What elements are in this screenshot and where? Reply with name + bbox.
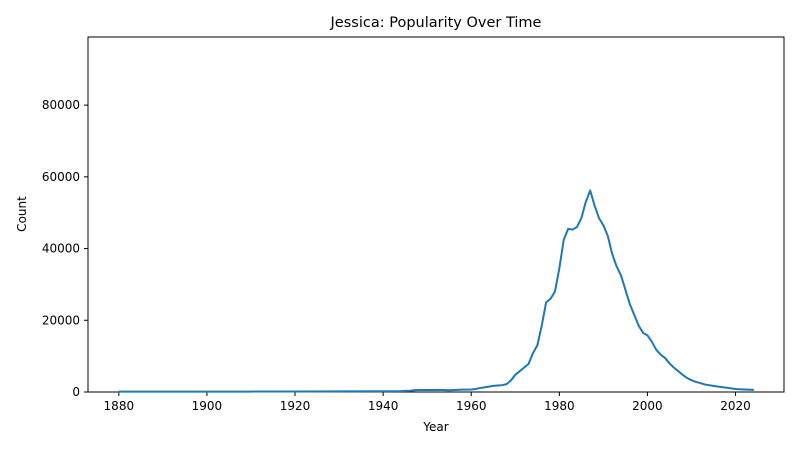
y-tick-label: 0 — [72, 385, 80, 399]
x-tick-label: 2000 — [632, 399, 663, 413]
x-axis-label: Year — [422, 420, 448, 434]
chart-title: Jessica: Popularity Over Time — [330, 15, 542, 31]
series-line — [117, 189, 755, 393]
x-tick-label: 1880 — [104, 399, 135, 413]
x-axis: 1880 1900 1920 1940 1960 1980 2000 2020 — [104, 392, 751, 413]
y-axis-label: Count — [15, 196, 29, 232]
series-layer — [117, 189, 755, 393]
y-tick-label: 20000 — [42, 313, 80, 327]
y-tick-label: 40000 — [42, 242, 80, 256]
plot-area — [87, 36, 785, 393]
y-tick-label: 60000 — [42, 170, 80, 184]
x-tick-label: 2020 — [720, 399, 751, 413]
x-tick-label: 1900 — [192, 399, 223, 413]
y-tick-label: 80000 — [42, 98, 80, 112]
y-axis: 0 20000 40000 60000 80000 — [42, 98, 88, 399]
x-tick-label: 1980 — [544, 399, 575, 413]
x-tick-label: 1940 — [368, 399, 399, 413]
x-tick-label: 1960 — [456, 399, 487, 413]
x-tick-label: 1920 — [280, 399, 311, 413]
